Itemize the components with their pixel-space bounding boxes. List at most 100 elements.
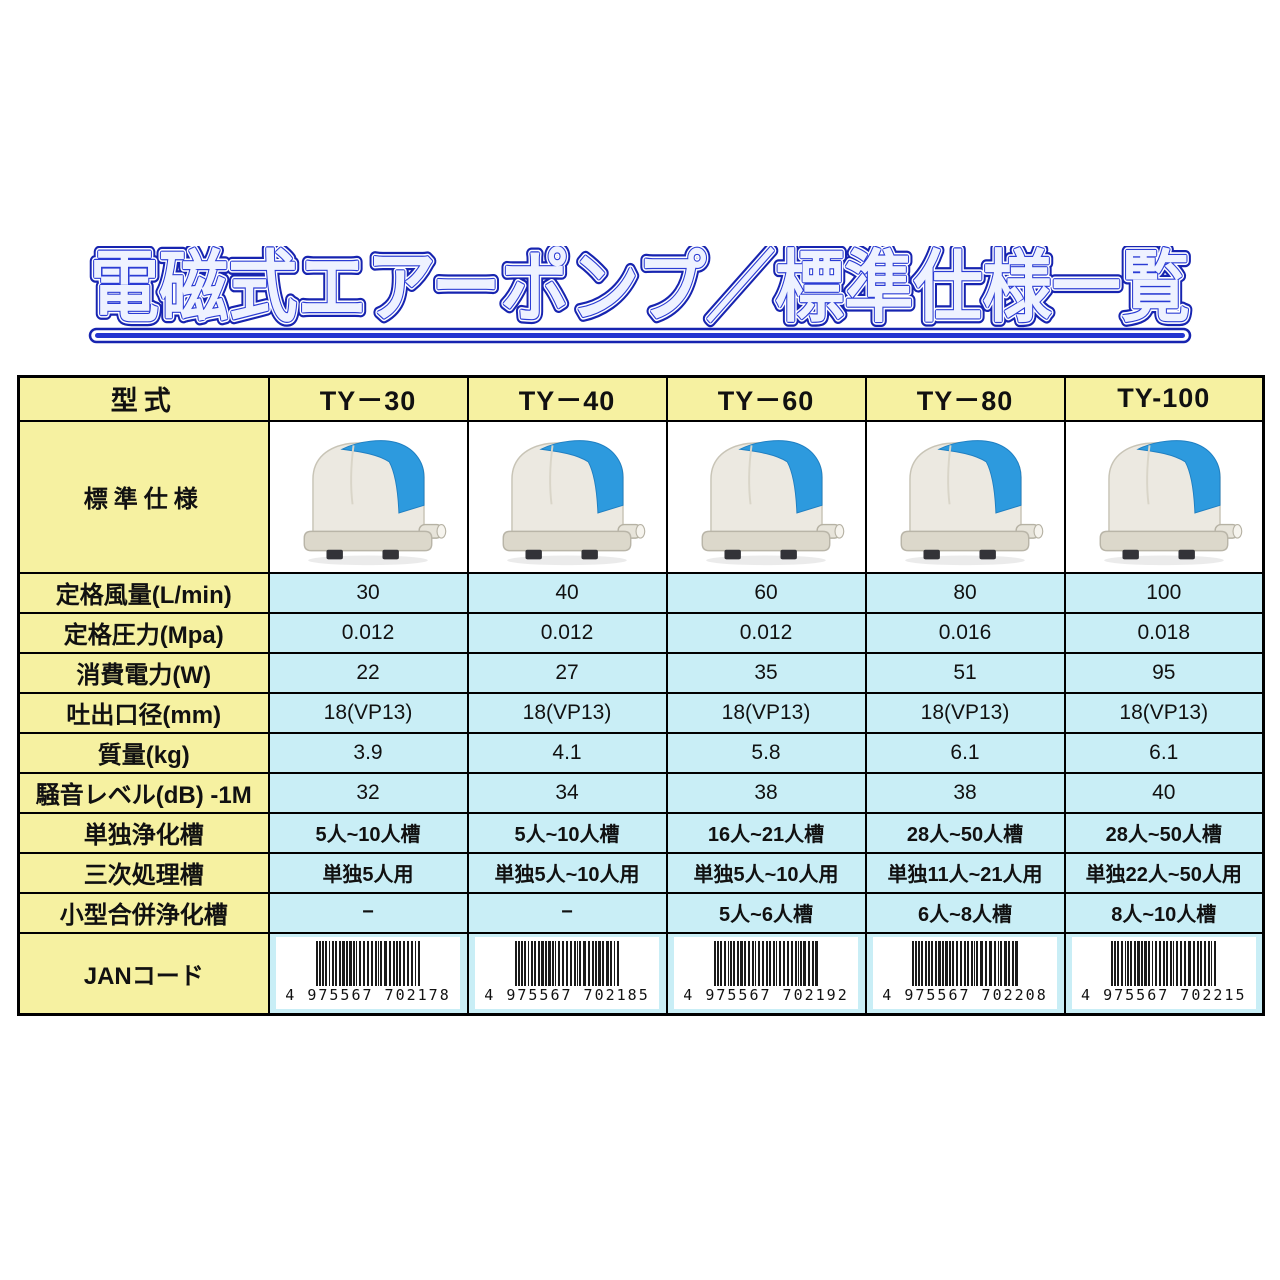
spec-value-cell: 22 <box>267 651 469 694</box>
spec-row-label: 吐出口径(mm) <box>17 691 270 734</box>
spec-value-cell: 28人~50人槽 <box>864 811 1066 854</box>
page-title-text: 電磁式エアーポンプ／標準仕様一覧 <box>90 246 1190 331</box>
product-image-cell <box>864 419 1066 574</box>
title-underline-core <box>95 333 1185 338</box>
spec-value-cell: 40 <box>1063 771 1265 814</box>
jan-barcode: 4 975567 702192 <box>674 937 858 1010</box>
header-model-ty100: TY-100 <box>1063 375 1265 422</box>
jan-barcode-cell: 4 975567 702178 <box>267 931 469 1016</box>
spec-value-cell: 6人~8人槽 <box>864 891 1066 934</box>
spec-value-cell: 5人~10人槽 <box>466 811 668 854</box>
product-image-cell <box>466 419 668 574</box>
spec-value-cell: − <box>466 891 668 934</box>
spec-value-cell: 95 <box>1063 651 1265 694</box>
spec-value-cell: 0.018 <box>1063 611 1265 654</box>
spec-value-cell: 6.1 <box>864 731 1066 774</box>
table-header-row: 型式 TY－30 TY－40 TY－60 TY－80 TY-100 <box>17 375 1265 422</box>
jan-barcode-cell: 4 975567 702192 <box>665 931 867 1016</box>
jan-barcode-cell: 4 975567 702215 <box>1063 931 1265 1016</box>
barcode-number: 4 975567 702208 <box>882 986 1048 1005</box>
spec-value-cell: 0.012 <box>466 611 668 654</box>
spec-value-cell: 40 <box>466 571 668 614</box>
jan-row-label: JANコード <box>17 931 270 1016</box>
spec-value-cell: 単独5人用 <box>267 851 469 894</box>
header-model-ty60: TY－60 <box>665 375 867 422</box>
spec-value-cell: 32 <box>267 771 469 814</box>
spec-row-label: 質量(kg) <box>17 731 270 774</box>
spec-row-label: 騒音レベル(dB) -1M <box>17 771 270 814</box>
pump-image <box>284 429 452 569</box>
jan-barcode-cell: 4 975567 702208 <box>864 931 1066 1016</box>
spec-value-cell: 0.012 <box>267 611 469 654</box>
spec-value-cell: 18(VP13) <box>665 691 867 734</box>
spec-value-cell: 80 <box>864 571 1066 614</box>
header-model-ty30: TY－30 <box>267 375 469 422</box>
jan-barcode: 4 975567 702178 <box>276 937 460 1010</box>
spec-row-pressure: 定格圧力(Mpa) 0.012 0.012 0.012 0.016 0.018 <box>17 611 1265 654</box>
barcode-number: 4 975567 702178 <box>285 986 451 1005</box>
spec-row-tandoku-johkasou: 単独浄化槽 5人~10人槽 5人~10人槽 16人~21人槽 28人~50人槽 … <box>17 811 1265 854</box>
spec-row-kogata-gappei: 小型合併浄化槽 − − 5人~6人槽 6人~8人槽 8人~10人槽 <box>17 891 1265 934</box>
spec-row-label: 消費電力(W) <box>17 651 270 694</box>
spec-value-cell: 35 <box>665 651 867 694</box>
jan-barcode: 4 975567 702185 <box>475 937 659 1010</box>
barcode-bars <box>475 941 659 987</box>
spec-value-cell: 0.012 <box>665 611 867 654</box>
barcode-bars <box>276 941 460 987</box>
barcode-number: 4 975567 702185 <box>484 986 650 1005</box>
jan-barcode: 4 975567 702208 <box>873 937 1057 1010</box>
spec-value-cell: 18(VP13) <box>864 691 1066 734</box>
spec-value-cell: 34 <box>466 771 668 814</box>
pump-image <box>881 429 1049 569</box>
spec-table: 型式 TY－30 TY－40 TY－60 TY－80 TY-100 標準仕様 定… <box>17 375 1265 1016</box>
spec-row-label: 小型合併浄化槽 <box>17 891 270 934</box>
spec-row-label: 定格風量(L/min) <box>17 571 270 614</box>
barcode-bars <box>674 941 858 987</box>
spec-row-airflow: 定格風量(L/min) 30 40 60 80 100 <box>17 571 1265 614</box>
header-model-label: 型式 <box>17 375 270 422</box>
spec-value-cell: 単独5人~10人用 <box>665 851 867 894</box>
spec-row-label: 定格圧力(Mpa) <box>17 611 270 654</box>
spec-value-cell: 18(VP13) <box>267 691 469 734</box>
spec-row-sanji-shorisou: 三次処理槽 単独5人用 単独5人~10人用 単独5人~10人用 単独11人~21… <box>17 851 1265 894</box>
barcode-bars <box>873 941 1057 987</box>
spec-row-label: 三次処理槽 <box>17 851 270 894</box>
spec-value-cell: 3.9 <box>267 731 469 774</box>
product-image-cell <box>267 419 469 574</box>
spec-value-cell: 60 <box>665 571 867 614</box>
barcode-number: 4 975567 702192 <box>683 986 849 1005</box>
spec-value-cell: 28人~50人槽 <box>1063 811 1265 854</box>
pump-image <box>1080 429 1248 569</box>
spec-value-cell: 51 <box>864 651 1066 694</box>
spec-row-power: 消費電力(W) 22 27 35 51 95 <box>17 651 1265 694</box>
spec-value-cell: 0.016 <box>864 611 1066 654</box>
spec-value-cell: − <box>267 891 469 934</box>
product-image-cell <box>1063 419 1265 574</box>
spec-row-label: 単独浄化槽 <box>17 811 270 854</box>
header-model-ty40: TY－40 <box>466 375 668 422</box>
spec-value-cell: 38 <box>665 771 867 814</box>
spec-row-outlet-diameter: 吐出口径(mm) 18(VP13) 18(VP13) 18(VP13) 18(V… <box>17 691 1265 734</box>
spec-value-cell: 6.1 <box>1063 731 1265 774</box>
spec-value-cell: 単独5人~10人用 <box>466 851 668 894</box>
spec-value-cell: 18(VP13) <box>466 691 668 734</box>
spec-value-cell: 18(VP13) <box>1063 691 1265 734</box>
jan-code-row: JANコード 4 975567 702178 4 975567 702185 4… <box>17 931 1265 1016</box>
barcode-bars <box>1072 941 1256 987</box>
spec-value-cell: 16人~21人槽 <box>665 811 867 854</box>
header-model-ty80: TY－80 <box>864 375 1066 422</box>
jan-barcode-cell: 4 975567 702185 <box>466 931 668 1016</box>
spec-value-cell: 8人~10人槽 <box>1063 891 1265 934</box>
spec-value-cell: 5人~6人槽 <box>665 891 867 934</box>
spec-value-cell: 単独11人~21人用 <box>864 851 1066 894</box>
page-title-outline-gap: 電磁式エアーポンプ／標準仕様一覧 <box>90 246 1190 331</box>
page-title-outline-outer: 電磁式エアーポンプ／標準仕様一覧 <box>90 246 1190 331</box>
pump-image <box>483 429 651 569</box>
jan-barcode: 4 975567 702215 <box>1071 937 1256 1010</box>
pump-image <box>682 429 850 569</box>
spec-row-noise: 騒音レベル(dB) -1M 32 34 38 38 40 <box>17 771 1265 814</box>
spec-value-cell: 100 <box>1063 571 1265 614</box>
spec-value-cell: 30 <box>267 571 469 614</box>
spec-row-weight: 質量(kg) 3.9 4.1 5.8 6.1 6.1 <box>17 731 1265 774</box>
